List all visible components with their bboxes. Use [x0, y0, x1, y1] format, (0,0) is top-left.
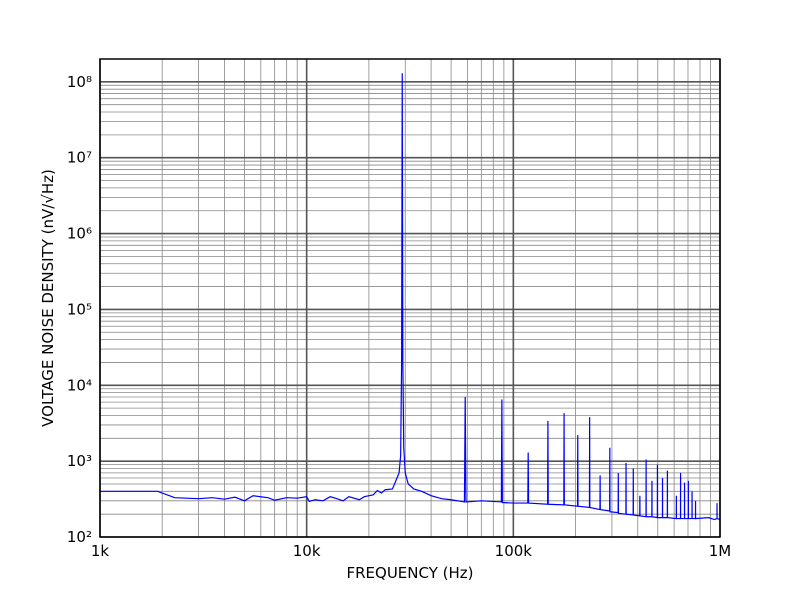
y-tick-label: 10²	[67, 528, 92, 546]
x-tick-label: 10k	[293, 542, 321, 560]
y-tick-label: 10⁴	[67, 376, 92, 394]
data-line	[100, 73, 720, 521]
x-tick-label: 1k	[91, 542, 110, 560]
y-tick-label: 10⁶	[67, 225, 92, 243]
y-tick-label: 10⁸	[67, 73, 92, 91]
x-tick-label: 1M	[709, 542, 732, 560]
x-axis-label: FREQUENCY (Hz)	[346, 564, 473, 582]
x-tick-label: 100k	[495, 542, 533, 560]
y-tick-label: 10³	[67, 452, 92, 470]
plot-frame	[99, 58, 721, 538]
y-axis-label: VOLTAGE NOISE DENSITY (nV/√Hz)	[39, 169, 57, 427]
y-tick-label: 10⁷	[67, 149, 92, 167]
y-tick-label: 10⁵	[67, 300, 92, 318]
